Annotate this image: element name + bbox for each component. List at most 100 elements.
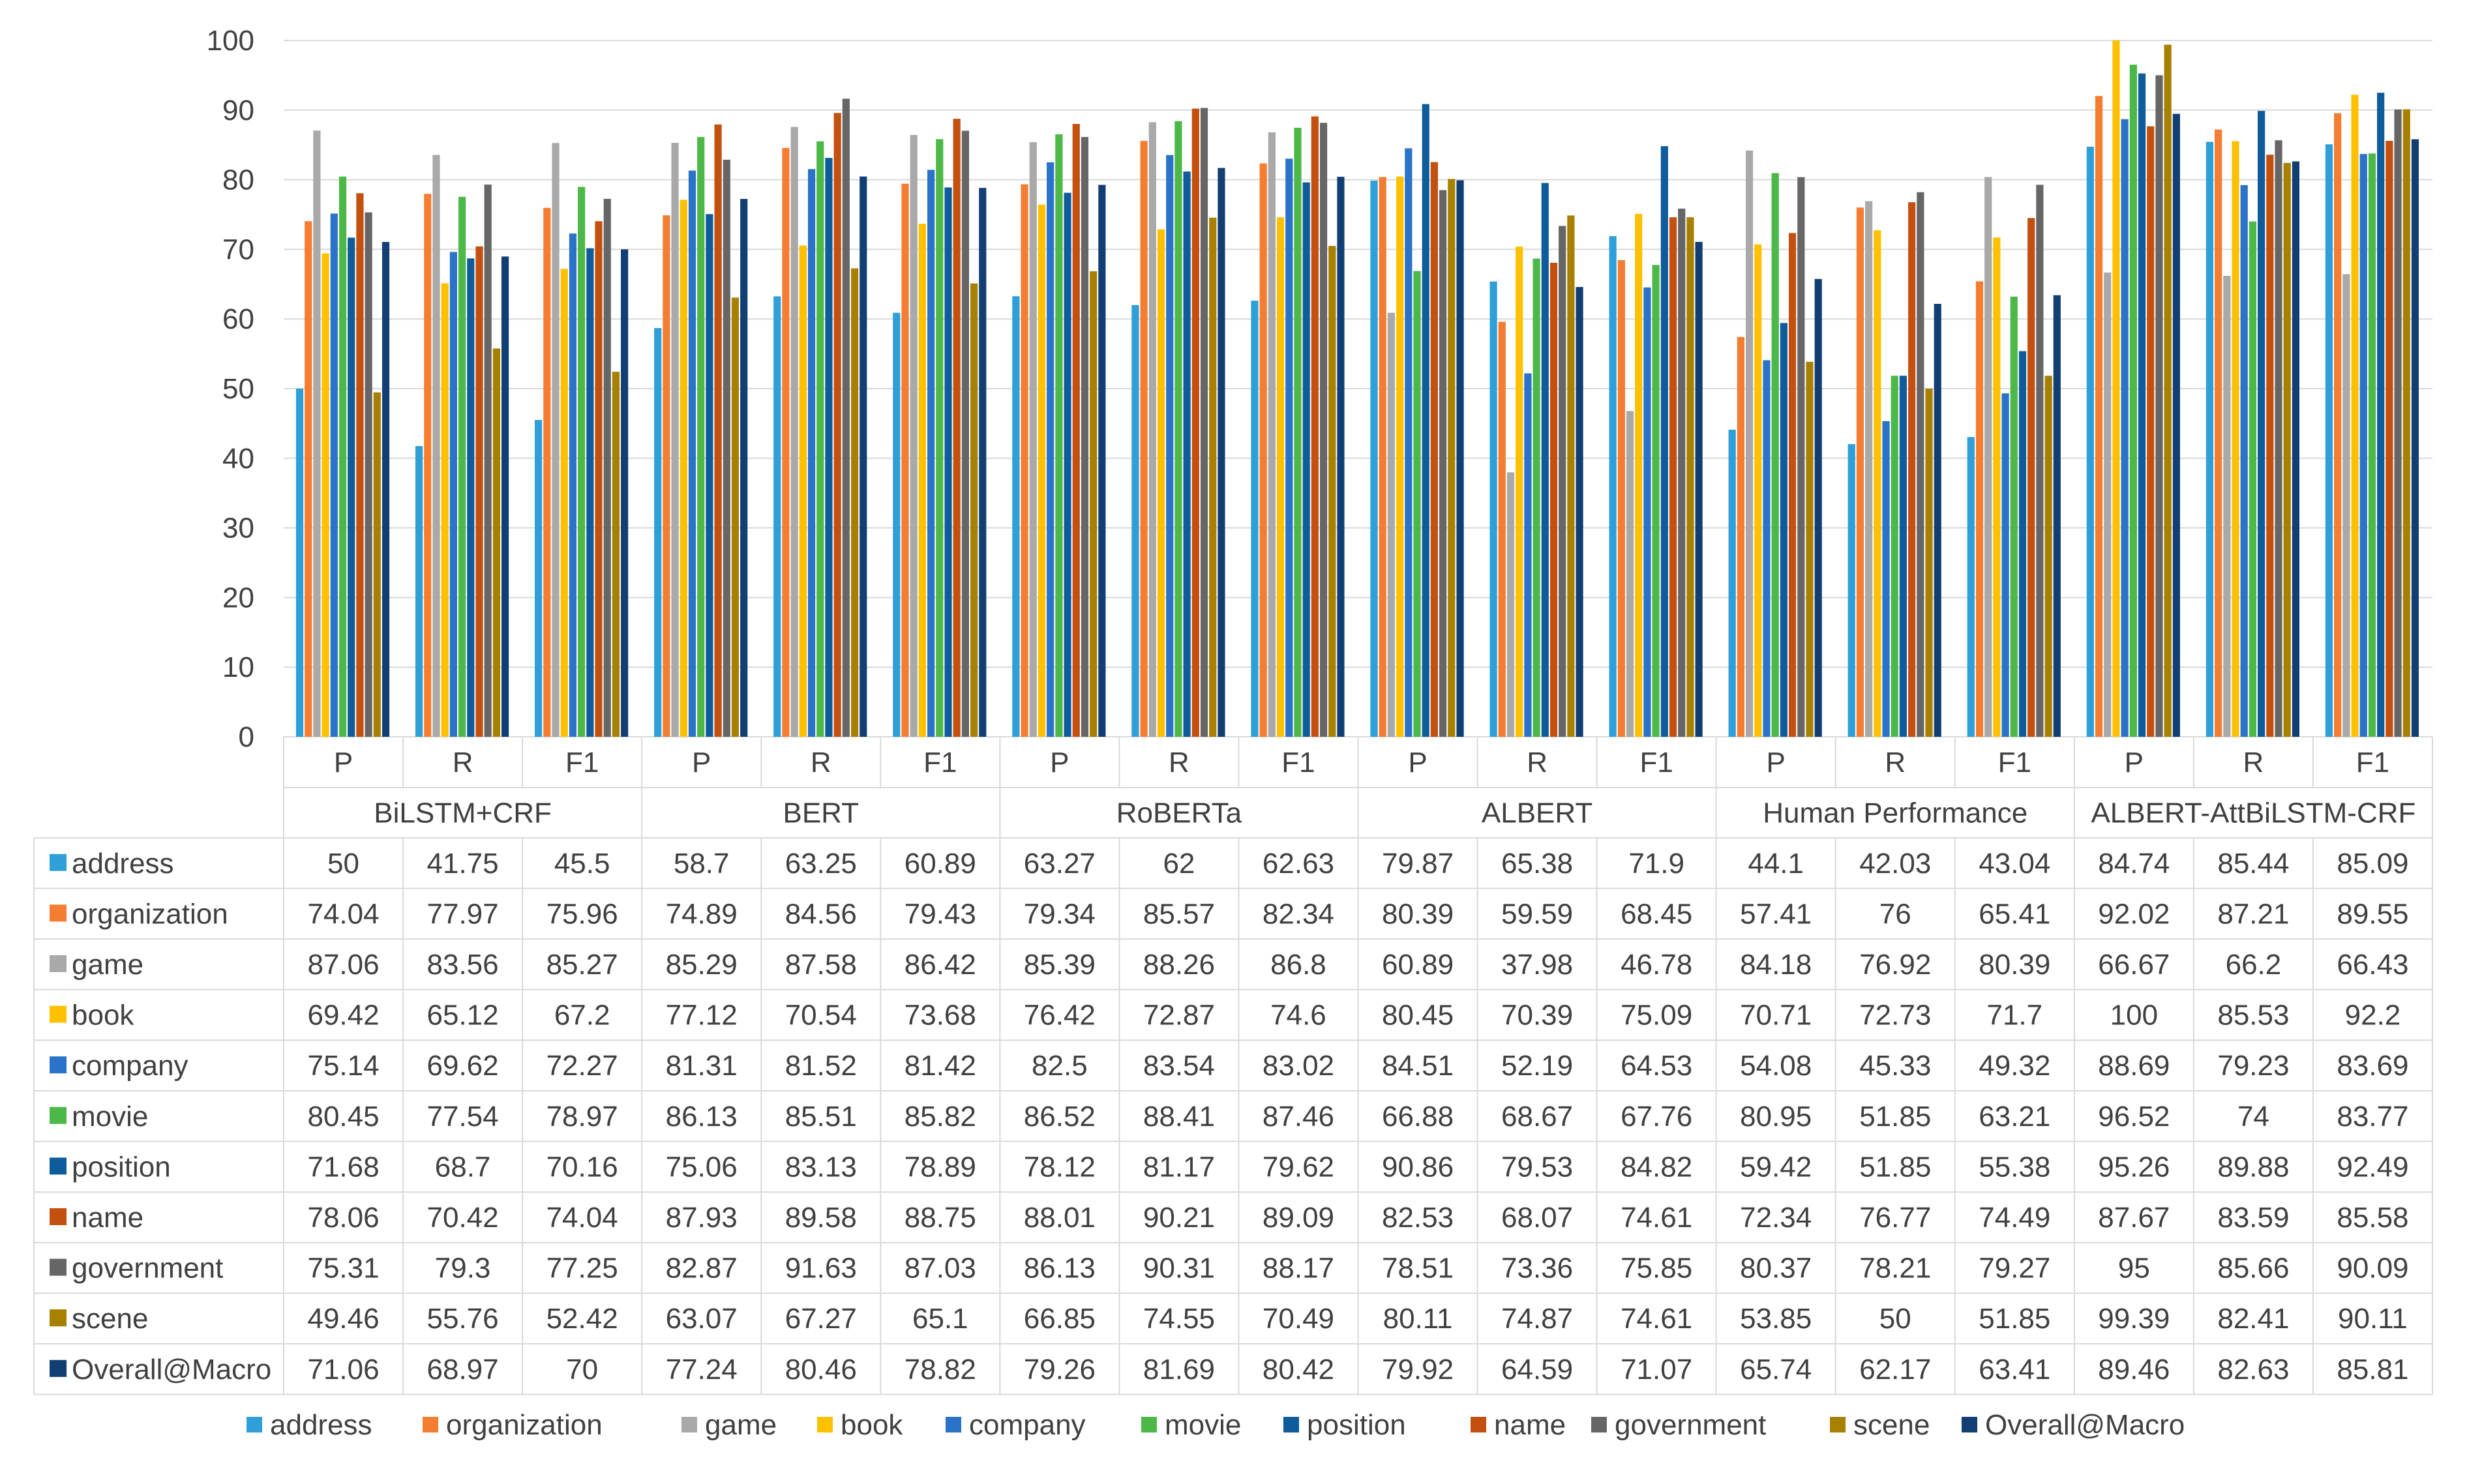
group-label: BiLSTM+CRF	[374, 797, 552, 829]
table-cell: 44.1	[1748, 848, 1804, 880]
bars	[295, 40, 2419, 737]
table-cell: 64.59	[1501, 1354, 1573, 1386]
bar-position	[944, 187, 952, 737]
table-cell: 66.43	[2337, 949, 2408, 981]
table-cell: 65.1	[912, 1303, 968, 1335]
legend-swatch-scene	[1830, 1417, 1846, 1432]
table-cell: 52.42	[546, 1303, 618, 1335]
bar-organization	[1856, 207, 1864, 737]
table-row-label: company	[72, 1050, 188, 1082]
bar-company	[569, 233, 577, 737]
table-cell: 63.21	[1979, 1101, 2050, 1133]
bar-scene	[1567, 215, 1575, 737]
table-row-label: scene	[72, 1303, 148, 1335]
table-cell: 83.59	[2217, 1202, 2289, 1234]
bar-address	[1609, 236, 1617, 737]
table-cell: 80.45	[307, 1101, 379, 1133]
bar-name	[475, 246, 483, 737]
bar-company	[1524, 373, 1532, 737]
bar-address	[295, 389, 304, 737]
bar-scene	[850, 268, 859, 737]
y-tick-label: 50	[222, 373, 254, 405]
table-row-label: organization	[72, 898, 228, 930]
table-cell: 71.7	[1986, 1000, 2042, 1031]
x-tick-label: F1	[1281, 747, 1315, 779]
table-cell: 88.75	[905, 1202, 976, 1234]
table-cell: 55.76	[427, 1303, 499, 1335]
bar-organization	[2095, 96, 2103, 737]
table-cell: 37.98	[1501, 949, 1573, 981]
bar-position	[1780, 323, 1787, 737]
legend-swatch-company	[946, 1417, 961, 1432]
x-tick-label: R	[1885, 747, 1906, 779]
bar-book	[1874, 230, 1881, 737]
bar-company	[688, 170, 696, 737]
table-cell: 72.27	[546, 1050, 618, 1082]
bar-movie	[1533, 258, 1540, 737]
x-tick-label: R	[811, 747, 831, 779]
bar-game	[552, 143, 560, 737]
bar-address	[1967, 437, 1975, 737]
x-tick-label: R	[1169, 747, 1189, 779]
bar-movie	[697, 137, 705, 737]
table-cell: 73.68	[905, 1000, 976, 1031]
table-cell: 66.2	[2226, 949, 2282, 981]
table-cell: 82.87	[666, 1253, 738, 1284]
bar-organization	[901, 183, 909, 737]
table-cell: 66.85	[1024, 1303, 1096, 1335]
bar-company	[2001, 393, 2009, 737]
bar-name	[714, 124, 722, 737]
group-label: BERT	[783, 797, 859, 829]
table-cell: 75.06	[666, 1151, 738, 1183]
table-swatch-organization	[50, 904, 67, 922]
table-cell: 92.49	[2337, 1151, 2408, 1183]
bar-book	[2351, 95, 2359, 737]
table-cell: 49.46	[307, 1303, 379, 1335]
table-cell: 87.67	[2098, 1202, 2170, 1234]
table-cell: 64.53	[1621, 1050, 1692, 1082]
table-cell: 66.67	[2098, 949, 2170, 981]
bar-address	[415, 446, 423, 737]
bar-organization	[1737, 336, 1744, 737]
legend-label: scene	[1853, 1409, 1930, 1441]
y-tick-label: 20	[222, 582, 254, 614]
table-cell: 84.18	[1740, 949, 1812, 981]
table-swatch-movie	[50, 1106, 67, 1124]
table-cell: 83.02	[1263, 1050, 1334, 1082]
legend-label: organization	[446, 1409, 603, 1441]
table-cell: 70	[566, 1354, 598, 1386]
bar-overall-macro	[1814, 278, 1822, 737]
table-cell: 46.78	[1621, 949, 1692, 981]
bar-game	[2104, 272, 2112, 737]
bar-address	[893, 312, 901, 737]
bar-name	[1072, 124, 1080, 737]
bar-government	[1678, 208, 1686, 737]
table-cell: 80.39	[1979, 949, 2050, 981]
bar-government	[2275, 140, 2282, 737]
bar-company	[2121, 119, 2129, 737]
bar-company	[1643, 287, 1651, 737]
table-row-label: name	[72, 1202, 143, 1234]
table-cell: 66.88	[1382, 1101, 1454, 1133]
table-cell: 81.17	[1143, 1151, 1215, 1183]
bar-government	[365, 212, 372, 737]
table-cell: 69.62	[427, 1050, 499, 1082]
bar-movie	[1891, 376, 1898, 737]
x-tick-label: R	[2243, 747, 2264, 779]
table-cell: 76.77	[1859, 1202, 1931, 1234]
legend-swatch-name	[1471, 1417, 1486, 1432]
bar-movie	[816, 141, 824, 737]
table-cell: 85.44	[2217, 848, 2289, 880]
bar-overall-macro	[381, 242, 390, 737]
bar-organization	[543, 207, 551, 737]
y-tick-label: 60	[222, 303, 254, 335]
bar-organization	[1617, 260, 1625, 737]
table-cell: 65.12	[427, 1000, 499, 1031]
bar-scene	[612, 372, 620, 737]
table-cell: 83.77	[2337, 1101, 2408, 1133]
bar-movie	[2010, 296, 2018, 737]
table-cell: 88.41	[1143, 1101, 1215, 1133]
table-cell: 71.06	[307, 1354, 379, 1386]
table-row-label: game	[72, 949, 143, 981]
